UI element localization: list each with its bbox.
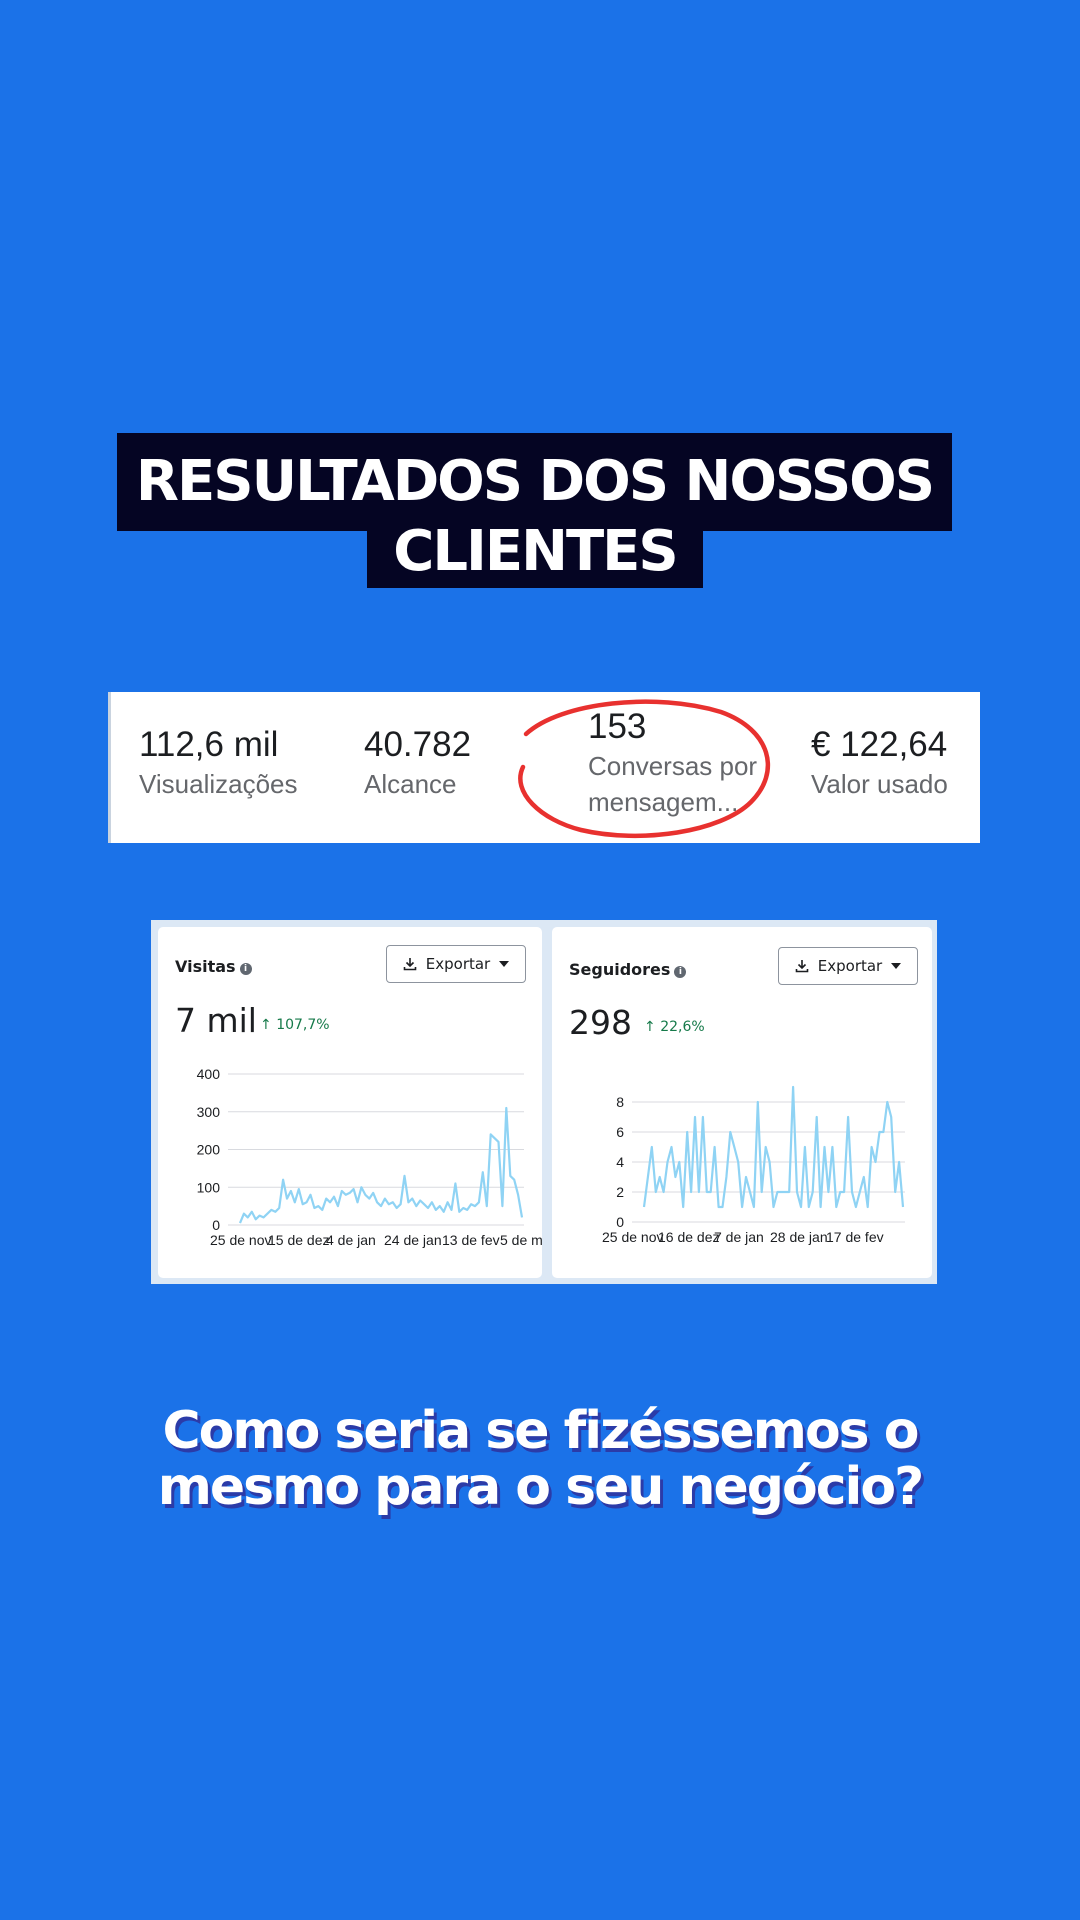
caret-down-icon [499, 961, 510, 967]
y-tick-label: 8 [616, 1094, 624, 1110]
y-tick-label: 300 [197, 1104, 221, 1120]
call-to-action-question: Como seria se fizéssemos o mesmo para o … [0, 1403, 1080, 1515]
stats-strip: 112,6 mil Visualizações 40.782 Alcance 1… [108, 692, 980, 843]
x-tick-label: 16 de dez [658, 1229, 720, 1245]
y-tick-label: 6 [616, 1124, 624, 1140]
insights-panel: Visitas i Exportar 7 mil ↑ 107,7% 0 100 200… [151, 920, 937, 1284]
followers-title: Seguidores i [569, 960, 687, 979]
followers-title-text: Seguidores [569, 960, 671, 979]
followers-delta: ↑ 22,6% [644, 1019, 705, 1035]
visits-title-text: Visitas [175, 957, 236, 976]
x-tick-label: 5 de mar [500, 1232, 542, 1248]
series-line [238, 1106, 524, 1224]
download-icon [795, 960, 809, 973]
stat-label: mensagem... [588, 787, 739, 817]
stat-label: Valor usado [811, 769, 948, 799]
stat-label: Conversas por [588, 751, 758, 781]
x-tick-label: 7 de jan [714, 1229, 764, 1245]
stat-value: 112,6 mil [139, 725, 279, 764]
x-tick-label: 28 de jan [770, 1229, 828, 1245]
x-tick-label: 15 de dez [268, 1232, 330, 1248]
question-line-1: Como seria se fizéssemos o [162, 1401, 920, 1461]
arrow-up-icon: ↑ [644, 1019, 656, 1035]
followers-card: Seguidores i Exportar 298 ↑ 22,6% 0 2 4 6 8 25… [552, 927, 932, 1278]
arrow-up-icon: ↑ [260, 1017, 272, 1033]
followers-total: 298 [569, 1003, 632, 1042]
x-tick-label: 17 de fev [826, 1229, 884, 1245]
y-tick-label: 2 [616, 1184, 624, 1200]
question-line-2: mesmo para o seu negócio? [157, 1457, 925, 1517]
stat-value: € 122,64 [811, 725, 948, 764]
headline-line-1: RESULTADOS DOS NOSSOS [117, 433, 952, 531]
x-tick-label: 24 de jan [384, 1232, 442, 1248]
y-tick-label: 100 [197, 1179, 221, 1195]
export-label: Exportar [817, 957, 883, 975]
delta-value: 22,6% [660, 1019, 705, 1035]
stat-views: 112,6 mil Visualizações [139, 724, 298, 802]
stat-value: 40.782 [364, 725, 472, 764]
x-tick-label: 25 de nov [210, 1232, 272, 1248]
visits-total: 7 mil [175, 1001, 257, 1040]
info-icon[interactable]: i [674, 966, 687, 978]
stat-label: Alcance [364, 769, 457, 799]
visits-card: Visitas i Exportar 7 mil ↑ 107,7% 0 100 200… [158, 927, 542, 1278]
visits-delta: ↑ 107,7% [260, 1017, 330, 1033]
y-tick-label: 4 [616, 1154, 624, 1170]
y-tick-label: 0 [212, 1217, 220, 1233]
export-button[interactable]: Exportar [386, 945, 526, 983]
series-line [642, 1085, 905, 1209]
y-tick-label: 0 [616, 1214, 624, 1230]
y-tick-label: 200 [197, 1142, 221, 1158]
x-tick-label: 4 de jan [326, 1232, 376, 1248]
x-tick-label: 25 de nov [602, 1229, 664, 1245]
delta-value: 107,7% [276, 1017, 330, 1033]
stat-conversations: 153 Conversas por mensagem... [588, 706, 757, 820]
headline-line-2: CLIENTES [367, 524, 703, 588]
stat-label: Visualizações [139, 769, 298, 799]
stat-amount-spent: € 122,64 Valor usado [811, 724, 948, 802]
caret-down-icon [891, 963, 902, 969]
stat-reach: 40.782 Alcance [364, 724, 471, 802]
download-icon [403, 958, 417, 971]
x-tick-label: 13 de fev [442, 1232, 500, 1248]
y-tick-label: 400 [197, 1066, 221, 1082]
export-label: Exportar [425, 955, 491, 973]
stat-value: 153 [588, 707, 647, 746]
info-icon[interactable]: i [239, 963, 252, 975]
visits-title: Visitas i [175, 957, 252, 976]
export-button[interactable]: Exportar [778, 947, 918, 985]
